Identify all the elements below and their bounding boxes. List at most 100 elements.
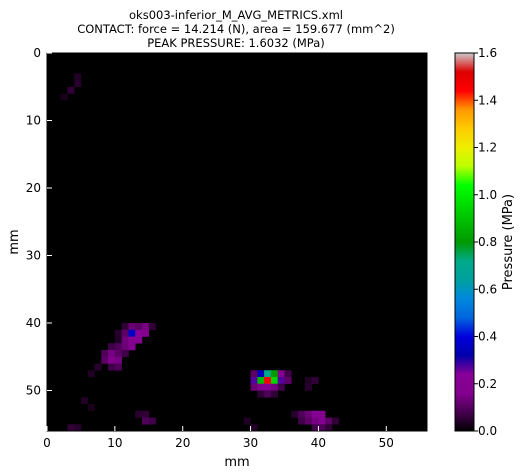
x-tick-label: 10 [107, 436, 122, 450]
heatmap-cell [121, 343, 129, 351]
heatmap-cell [114, 350, 122, 358]
heatmap-cell [270, 383, 279, 391]
x-axis-ticks: 0 10 20 30 40 50 [43, 426, 394, 450]
heatmap-cell [108, 343, 116, 351]
heatmap-cell [311, 410, 319, 418]
heatmap-cell [87, 404, 95, 412]
heatmap-cell [304, 417, 312, 425]
heatmap-cell [74, 73, 82, 81]
colorbar [454, 52, 475, 432]
x-tick-label: 40 [311, 436, 326, 450]
heatmap-cell [142, 329, 150, 337]
heatmap-cell [114, 343, 122, 351]
heatmap-cell [250, 424, 258, 432]
heatmap-cell [304, 383, 312, 391]
heatmap-cell [87, 370, 95, 378]
heatmap-cell [108, 363, 116, 371]
x-tick-label: 0 [43, 436, 51, 450]
heatmap-cell [108, 350, 116, 358]
heatmap-cell [257, 370, 265, 378]
heatmap-cell [128, 343, 136, 351]
heatmap-cell [135, 336, 143, 344]
heatmap-cell [94, 363, 102, 371]
colorbar-ticks: 0.0 0.2 0.4 0.6 0.8 1.0 1.2 1.4 1.6 [474, 46, 497, 438]
heatmap-cell [67, 86, 75, 94]
heatmap-cell [325, 424, 333, 432]
heatmap-cell [135, 329, 143, 337]
chart-title-line-3: PEAK PRESSURE: 1.6032 (MPa) [147, 36, 325, 50]
heatmap-cell [250, 377, 258, 385]
heatmap-cell [277, 377, 285, 385]
heatmap-cell [128, 329, 136, 337]
heatmap-cell [250, 383, 258, 391]
heatmap-cell [318, 410, 326, 418]
heatmap-cell [311, 424, 319, 432]
heatmap-cell [74, 80, 82, 88]
heatmap-cell [264, 383, 272, 391]
heatmap-cell [142, 323, 150, 331]
heatmap-cell [121, 329, 129, 337]
heatmap-cell [311, 377, 319, 385]
heatmap-cell [80, 397, 89, 405]
heatmap-cell [121, 323, 129, 331]
y-tick-label: 40 [26, 316, 41, 330]
plot-area [47, 53, 427, 431]
heatmap-cell [304, 377, 312, 385]
colorbar-tick-label: 1.0 [478, 188, 497, 202]
heatmap-cell [135, 410, 143, 418]
heatmap-cell [257, 390, 265, 398]
heatmap-cell [135, 323, 143, 331]
heatmap-cell [101, 356, 109, 364]
colorbar-tick-label: 0.0 [478, 424, 497, 438]
heatmap-cell [270, 390, 279, 398]
heatmap-cell [311, 417, 319, 425]
plot-frame [46, 52, 428, 432]
heatmap-cell [128, 323, 136, 331]
heatmap-cell [101, 350, 109, 358]
colorbar-tick-label: 1.2 [478, 141, 497, 155]
heatmap-cell [250, 370, 258, 378]
y-tick-label: 20 [26, 181, 41, 195]
heatmap-cell [277, 383, 285, 391]
heatmap-cell [121, 336, 129, 344]
chart-title-line-2: CONTACT: force = 14.214 (N), area = 159.… [77, 22, 395, 36]
x-tick-label: 30 [243, 436, 258, 450]
y-tick-label: 10 [26, 114, 41, 128]
colorbar-tick-label: 1.4 [478, 93, 497, 107]
heatmap-cell [264, 390, 272, 398]
colorbar-tick-label: 1.6 [478, 46, 497, 60]
heatmap-cell [121, 350, 129, 358]
colorbar-tick-label: 0.6 [478, 282, 497, 296]
x-tick-label: 20 [175, 436, 190, 450]
heatmap-cell [284, 377, 292, 385]
colorbar-tick-label: 0.4 [478, 330, 497, 344]
heatmap-cell [128, 336, 136, 344]
heatmap-cell [298, 410, 306, 418]
heatmap-cell [142, 410, 150, 418]
chart-title-line-1: oks003-inferior_M_AVG_METRICS.xml [129, 8, 343, 22]
heatmap-cell [74, 424, 82, 432]
heatmap-cell [291, 410, 299, 418]
heatmap-cell [114, 363, 122, 371]
y-axis-label: mm [7, 229, 22, 254]
heatmap-cell [257, 377, 265, 385]
heatmap-cell [318, 417, 326, 425]
heatmap-cell [298, 417, 306, 425]
heatmap-cell [243, 417, 251, 425]
heatmap-cell [142, 417, 150, 425]
heatmap-cell [332, 417, 340, 425]
heatmap-cell [148, 323, 156, 331]
heatmap-cell [257, 383, 265, 391]
heatmap-cell [270, 377, 279, 385]
heatmap-cell [264, 370, 272, 378]
x-axis-label: mm [224, 455, 249, 470]
heatmap-cell [284, 370, 292, 378]
heatmap-cell [264, 377, 272, 385]
colorbar-tick-label: 0.2 [478, 377, 497, 391]
heatmap-cell [277, 370, 285, 378]
colorbar-tick-label: 0.8 [478, 235, 497, 249]
x-tick-label: 50 [379, 436, 394, 450]
heatmap-cell [114, 356, 122, 364]
heatmap-cell [325, 417, 333, 425]
